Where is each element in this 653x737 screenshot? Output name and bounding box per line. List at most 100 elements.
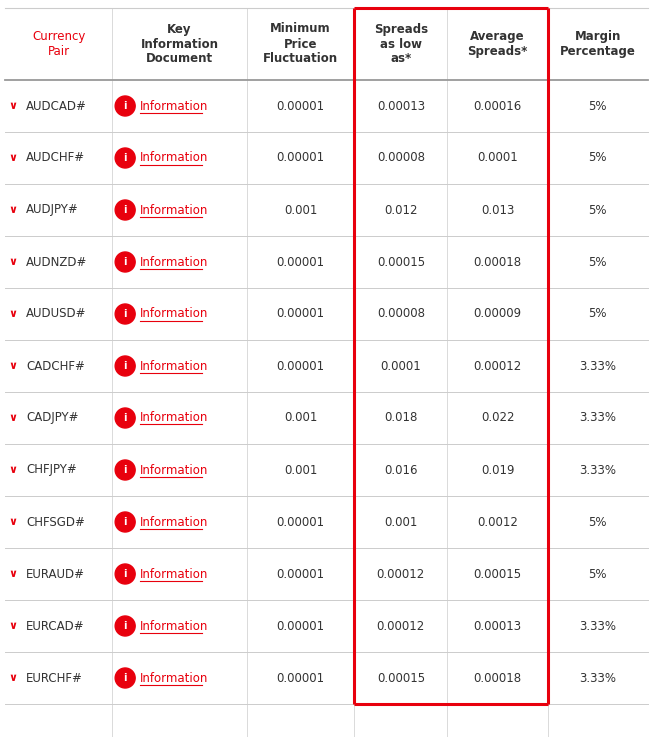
Text: 3.33%: 3.33%: [579, 360, 616, 372]
Text: 0.00001: 0.00001: [276, 360, 325, 372]
Text: Information: Information: [140, 307, 208, 321]
Text: 0.013: 0.013: [481, 203, 515, 217]
Bar: [5, 80, 648, 132]
Text: 3.33%: 3.33%: [579, 620, 616, 632]
Text: ∨: ∨: [8, 569, 18, 579]
Text: 0.00008: 0.00008: [377, 152, 425, 164]
Text: 0.00015: 0.00015: [377, 671, 425, 685]
Text: Information: Information: [140, 515, 208, 528]
Text: 0.00013: 0.00013: [473, 620, 522, 632]
Text: 0.0001: 0.0001: [381, 360, 421, 372]
Text: 0.00001: 0.00001: [276, 99, 325, 113]
Text: Spreads
as low
as*: Spreads as low as*: [374, 23, 428, 66]
Text: 3.33%: 3.33%: [579, 464, 616, 477]
Text: 0.00015: 0.00015: [377, 256, 425, 268]
Text: Information: Information: [140, 411, 208, 425]
Text: Information: Information: [140, 256, 208, 268]
Text: 0.022: 0.022: [481, 411, 515, 425]
Circle shape: [115, 96, 135, 116]
Text: 0.00009: 0.00009: [473, 307, 522, 321]
Text: Information: Information: [140, 360, 208, 372]
Text: 0.00001: 0.00001: [276, 152, 325, 164]
Text: ∨: ∨: [8, 517, 18, 527]
Text: 0.00001: 0.00001: [276, 567, 325, 581]
Text: i: i: [123, 569, 127, 579]
Text: CADCHF#: CADCHF#: [26, 360, 85, 372]
Text: Key
Information
Document: Key Information Document: [140, 23, 219, 66]
Text: 0.00001: 0.00001: [276, 515, 325, 528]
Circle shape: [115, 356, 135, 376]
Text: 0.018: 0.018: [384, 411, 417, 425]
Text: 0.00015: 0.00015: [473, 567, 522, 581]
Text: 0.019: 0.019: [481, 464, 515, 477]
Text: EURCAD#: EURCAD#: [26, 620, 85, 632]
Text: i: i: [123, 309, 127, 319]
Text: 5%: 5%: [588, 152, 607, 164]
Text: i: i: [123, 257, 127, 267]
Text: Currency
Pair: Currency Pair: [32, 30, 86, 58]
Text: ∨: ∨: [8, 413, 18, 423]
Text: 0.00008: 0.00008: [377, 307, 425, 321]
Text: 5%: 5%: [588, 256, 607, 268]
Text: i: i: [123, 621, 127, 631]
Text: 0.00012: 0.00012: [473, 360, 522, 372]
Circle shape: [115, 408, 135, 428]
Circle shape: [115, 460, 135, 480]
Bar: [5, 236, 648, 288]
Text: 5%: 5%: [588, 567, 607, 581]
Text: i: i: [123, 673, 127, 683]
Text: 0.00001: 0.00001: [276, 671, 325, 685]
Text: Information: Information: [140, 620, 208, 632]
Text: 0.00001: 0.00001: [276, 256, 325, 268]
Text: AUDNZD#: AUDNZD#: [26, 256, 88, 268]
Text: 0.0001: 0.0001: [477, 152, 518, 164]
Text: i: i: [123, 361, 127, 371]
Text: AUDJPY#: AUDJPY#: [26, 203, 79, 217]
Text: 0.00012: 0.00012: [377, 567, 425, 581]
Text: Minimum
Price
Fluctuation: Minimum Price Fluctuation: [263, 23, 338, 66]
Circle shape: [115, 564, 135, 584]
Text: 0.012: 0.012: [384, 203, 417, 217]
Circle shape: [115, 304, 135, 324]
Text: ∨: ∨: [8, 257, 18, 267]
Text: ∨: ∨: [8, 673, 18, 683]
Text: ∨: ∨: [8, 361, 18, 371]
Circle shape: [115, 200, 135, 220]
Bar: [5, 600, 648, 652]
Text: CHFJPY#: CHFJPY#: [26, 464, 77, 477]
Text: ∨: ∨: [8, 465, 18, 475]
Text: 0.001: 0.001: [284, 464, 317, 477]
Text: ∨: ∨: [8, 205, 18, 215]
Bar: [5, 132, 648, 184]
Text: 0.001: 0.001: [384, 515, 417, 528]
Circle shape: [115, 668, 135, 688]
Text: 3.33%: 3.33%: [579, 671, 616, 685]
Text: Margin
Percentage: Margin Percentage: [560, 30, 636, 58]
Text: EURAUD#: EURAUD#: [26, 567, 85, 581]
Text: 5%: 5%: [588, 307, 607, 321]
Text: ∨: ∨: [8, 621, 18, 631]
Bar: [5, 184, 648, 236]
Text: 0.00016: 0.00016: [473, 99, 522, 113]
Text: Information: Information: [140, 152, 208, 164]
Text: Information: Information: [140, 464, 208, 477]
Text: i: i: [123, 465, 127, 475]
Circle shape: [115, 252, 135, 272]
Text: CHFSGD#: CHFSGD#: [26, 515, 85, 528]
Text: i: i: [123, 153, 127, 163]
Bar: [5, 340, 648, 392]
Text: ∨: ∨: [8, 309, 18, 319]
Text: 0.00018: 0.00018: [473, 256, 522, 268]
Circle shape: [115, 148, 135, 168]
Text: ∨: ∨: [8, 153, 18, 163]
Text: i: i: [123, 413, 127, 423]
Bar: [5, 444, 648, 496]
Text: ∨: ∨: [8, 101, 18, 111]
Bar: [5, 496, 648, 548]
Text: EURCHF#: EURCHF#: [26, 671, 83, 685]
Text: Information: Information: [140, 203, 208, 217]
Text: 0.00012: 0.00012: [377, 620, 425, 632]
Text: Information: Information: [140, 671, 208, 685]
Bar: [5, 548, 648, 600]
Bar: [5, 392, 648, 444]
